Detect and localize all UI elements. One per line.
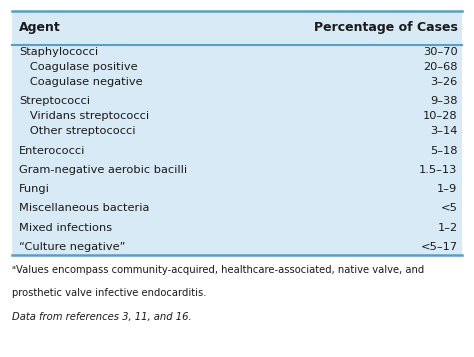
Text: 20–68: 20–68 — [423, 62, 457, 72]
Text: 1–2: 1–2 — [438, 223, 457, 233]
Bar — [12, 11, 462, 255]
Text: Other streptococci: Other streptococci — [19, 126, 136, 136]
Text: Enterococci: Enterococci — [19, 146, 85, 156]
Text: 5–18: 5–18 — [430, 146, 457, 156]
Text: <5–17: <5–17 — [420, 242, 457, 252]
Text: 3–26: 3–26 — [430, 77, 457, 87]
Text: Data from references 3, 11, and 16.: Data from references 3, 11, and 16. — [12, 312, 191, 322]
Text: Staphylococci: Staphylococci — [19, 47, 98, 57]
Text: 30–70: 30–70 — [423, 47, 457, 57]
Text: Coagulase negative: Coagulase negative — [19, 77, 143, 87]
Text: 1–9: 1–9 — [437, 184, 457, 194]
Text: “Culture negative”: “Culture negative” — [19, 242, 125, 252]
Text: Percentage of Cases: Percentage of Cases — [313, 21, 457, 34]
Text: Gram-negative aerobic bacilli: Gram-negative aerobic bacilli — [19, 165, 187, 175]
Text: 3–14: 3–14 — [430, 126, 457, 136]
Text: Miscellaneous bacteria: Miscellaneous bacteria — [19, 203, 149, 213]
Text: 1.5–13: 1.5–13 — [419, 165, 457, 175]
Text: 9–38: 9–38 — [430, 96, 457, 106]
Text: Coagulase positive: Coagulase positive — [19, 62, 137, 72]
Text: Agent: Agent — [19, 21, 61, 34]
Text: prosthetic valve infective endocarditis.: prosthetic valve infective endocarditis. — [12, 288, 206, 298]
Text: 10–28: 10–28 — [423, 111, 457, 121]
Text: Mixed infections: Mixed infections — [19, 223, 112, 233]
Text: Viridans streptococci: Viridans streptococci — [19, 111, 149, 121]
Text: ᵃValues encompass community-acquired, healthcare-associated, native valve, and: ᵃValues encompass community-acquired, he… — [12, 265, 424, 275]
Text: Fungi: Fungi — [19, 184, 50, 194]
Text: Streptococci: Streptococci — [19, 96, 90, 106]
Text: <5: <5 — [440, 203, 457, 213]
